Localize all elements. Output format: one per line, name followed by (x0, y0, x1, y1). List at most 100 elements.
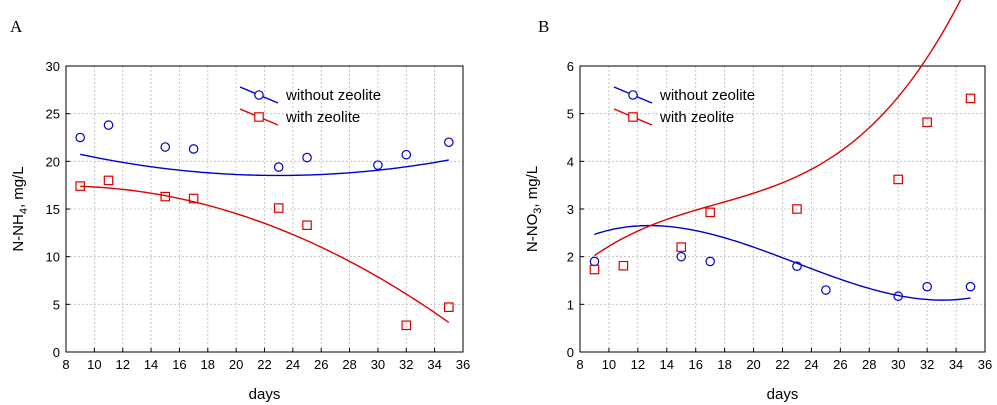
y-tick-label: 3 (567, 202, 574, 217)
chart-panel-a: A 8 10 12 14 16 18 20 22 24 26 28 30 32 34 36 0 5 10 15 20 25… (10, 17, 470, 403)
x-tick-label: 14 (144, 357, 158, 372)
data-point (444, 302, 454, 312)
y-tick-label: 5 (567, 107, 574, 122)
y-axis-title: N-NH4, mg/L (10, 166, 30, 251)
data-point (103, 120, 114, 130)
x-tick-label: 30 (371, 357, 385, 372)
series-with-zeolite (589, 0, 976, 275)
fit-curve (594, 0, 962, 257)
legend-marker (628, 112, 638, 122)
x-tick-label: 18 (201, 357, 215, 372)
y-tick-label: 10 (46, 250, 60, 265)
data-point (160, 191, 171, 202)
y-tick-label: 0 (53, 345, 60, 360)
x-tick-label: 32 (920, 357, 934, 372)
data-point (401, 149, 412, 160)
x-tick-label: 26 (314, 357, 328, 372)
panel-label: A (10, 17, 23, 36)
data-point (160, 142, 171, 152)
y-tick-label: 30 (46, 59, 60, 74)
x-tick-label: 24 (286, 357, 300, 372)
legend: without zeolite with zeolite (239, 86, 381, 126)
data-point (188, 144, 199, 154)
x-tick-label: 34 (427, 357, 441, 372)
x-tick-label: 10 (602, 357, 616, 372)
data-point (705, 207, 715, 218)
y-tick-label: 4 (567, 154, 574, 169)
fit-curve (80, 153, 449, 177)
x-tick-label: 10 (87, 357, 101, 372)
x-tick-label: 24 (804, 357, 818, 372)
data-point (302, 220, 312, 231)
series-without-zeolite (589, 224, 976, 302)
panel-label: B (538, 17, 549, 36)
x-tick-label: 22 (257, 357, 271, 372)
x-tick-label: 16 (172, 357, 186, 372)
data-point (589, 256, 600, 267)
y-axis-title-rest: , mg/L (10, 166, 27, 208)
legend-marker (254, 90, 264, 100)
series-without-zeolite (75, 120, 454, 177)
x-tick-label: 20 (746, 357, 760, 372)
data-point (893, 291, 904, 302)
data-point (965, 93, 976, 104)
data-point (401, 320, 412, 331)
x-tick-label: 18 (717, 357, 731, 372)
legend-label: with zeolite (659, 109, 734, 126)
chart-panel-b: B8 10 12 14 16 18 20 22 24 26 28 30 32 34 360123456day… (524, 0, 992, 403)
data-point (589, 264, 600, 275)
data-point (75, 132, 85, 143)
y-tick-label: 20 (46, 154, 60, 169)
x-tick-label: 14 (660, 357, 674, 372)
y-axis-title-subscript: 3 (532, 208, 544, 214)
data-point (821, 285, 831, 295)
x-tick-label: 12 (631, 357, 645, 372)
data-point (792, 204, 802, 214)
data-point (893, 174, 904, 185)
x-axis-title: days (767, 386, 799, 403)
x-tick-label: 30 (891, 357, 905, 372)
series-with-zeolite (75, 175, 454, 331)
y-tick-label: 1 (567, 297, 574, 312)
y-axis-title-rest: , mg/L (524, 166, 541, 208)
legend: without zeolite with zeolite (613, 86, 755, 126)
y-tick-label: 15 (46, 202, 60, 217)
y-tick-label: 6 (567, 59, 574, 74)
x-tick-label: 26 (833, 357, 847, 372)
fit-curve (594, 224, 971, 301)
x-tick-label: 28 (862, 357, 876, 372)
data-point (965, 281, 976, 292)
data-point (922, 281, 932, 292)
x-tick-label: 36 (456, 357, 470, 372)
data-point (444, 137, 454, 148)
legend-label: without zeolite (285, 87, 381, 104)
x-tick-label: 34 (949, 357, 963, 372)
x-tick-label: 36 (978, 357, 992, 372)
y-axis-title-main: N-NH (10, 214, 27, 252)
x-tick-label: 16 (688, 357, 702, 372)
fit-curve (80, 185, 450, 324)
y-axis-title: N-NO3, mg/L (524, 166, 544, 252)
y-tick-label: 0 (567, 345, 574, 360)
data-point (618, 260, 629, 271)
x-tick-label: 20 (229, 357, 243, 372)
legend-label: with zeolite (285, 109, 360, 126)
legend-marker (254, 112, 264, 122)
legend-label: without zeolite (659, 87, 755, 104)
legend-marker (628, 90, 638, 100)
data-point (273, 162, 284, 172)
x-tick-label: 8 (576, 357, 583, 372)
data-point (103, 175, 114, 186)
data-point (676, 251, 687, 262)
data-point (302, 152, 312, 163)
data-point (676, 242, 687, 252)
y-axis-title-subscript: 4 (18, 208, 30, 214)
x-tick-label: 12 (115, 357, 129, 372)
x-tick-label: 22 (775, 357, 789, 372)
y-tick-label: 2 (567, 250, 574, 265)
data-point (792, 261, 802, 271)
data-point (705, 256, 715, 267)
data-point (922, 117, 932, 128)
x-axis-title: days (249, 386, 281, 403)
